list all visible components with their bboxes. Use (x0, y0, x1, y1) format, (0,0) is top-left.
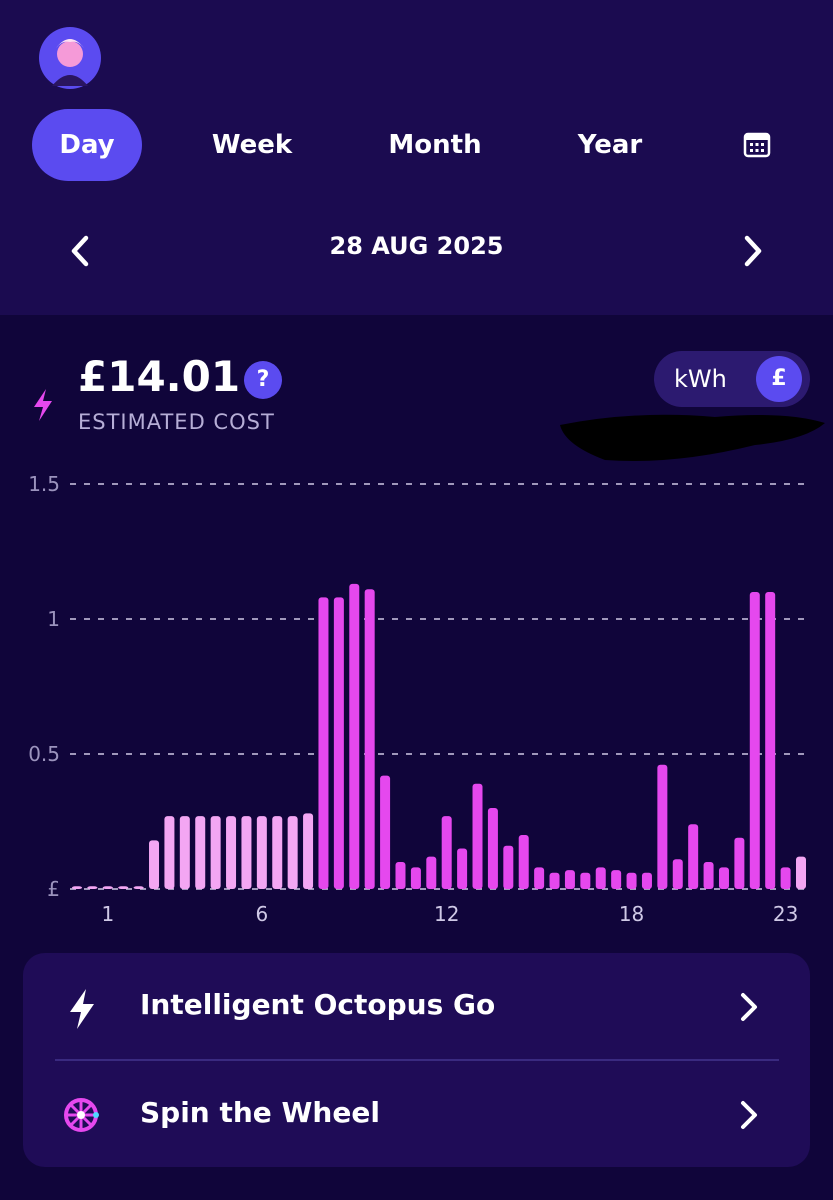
bar (518, 835, 529, 889)
bar (457, 848, 468, 889)
cost-label: ESTIMATED COST (78, 410, 275, 434)
bar (149, 840, 160, 889)
bar (487, 808, 498, 889)
bar (318, 597, 329, 889)
chevron[interactable] (735, 1099, 761, 1131)
bar (349, 583, 360, 889)
bar (796, 856, 806, 889)
bar (380, 775, 391, 889)
bar (410, 867, 421, 889)
toggle-option[interactable]: £ (756, 356, 802, 402)
bar (164, 816, 175, 889)
tab[interactable]: Day (32, 109, 142, 181)
link-label[interactable]: Spin the Wheel (140, 1096, 380, 1129)
bar (549, 872, 560, 889)
x-tick-label: 12 (434, 902, 459, 926)
bar (688, 824, 699, 889)
links-card: Intelligent Octopus Go Spin the Wheel (23, 953, 810, 1167)
x-tick-label: 18 (619, 902, 644, 926)
bar (657, 764, 668, 889)
y-tick-label: 1 (47, 607, 60, 631)
date: 28 AUG 2025 (329, 232, 504, 260)
chevron[interactable] (735, 991, 761, 1023)
bar (72, 886, 82, 889)
bar (564, 870, 575, 889)
y-tick-label: 1.5 (28, 472, 60, 496)
chart: £0.5 1 1.5 1 6 12 18 23 (28, 472, 808, 926)
calendar-icon[interactable] (743, 131, 771, 159)
bar (672, 859, 683, 889)
y-tick-label: £ (47, 877, 60, 901)
bolt-icon (34, 389, 52, 421)
bar (703, 862, 714, 889)
bar (195, 816, 206, 889)
bar (133, 886, 144, 889)
bar (780, 867, 791, 889)
unit-toggle[interactable]: kWh £ (654, 351, 810, 407)
toggle-option[interactable]: kWh (674, 365, 727, 393)
bar (534, 867, 545, 889)
bar (118, 886, 129, 889)
x-tick-label: 6 (255, 902, 268, 926)
bar (256, 816, 267, 889)
avatar[interactable] (38, 26, 102, 90)
redaction (560, 414, 825, 461)
bar (87, 886, 98, 889)
tab[interactable]: Year (577, 130, 643, 160)
help-button[interactable]: ? (244, 361, 282, 399)
bar (395, 862, 406, 889)
bar (272, 816, 283, 889)
bar (241, 816, 252, 889)
bar (641, 872, 652, 889)
bar (503, 845, 514, 889)
bar (765, 592, 776, 889)
bar (595, 867, 606, 889)
bar (441, 816, 452, 889)
tab[interactable]: Week (211, 130, 293, 160)
bar (426, 856, 437, 889)
wheel-icon (64, 1098, 99, 1132)
bar (102, 886, 113, 889)
bolt-icon (70, 989, 94, 1029)
next-arrow[interactable] (737, 234, 767, 268)
bar (179, 816, 190, 889)
bar (303, 813, 314, 889)
bar (734, 837, 745, 889)
bar (364, 589, 375, 889)
bar (580, 872, 591, 889)
y-tick-label: 0.5 (28, 742, 60, 766)
prev-arrow[interactable] (66, 234, 96, 268)
bar (333, 597, 344, 889)
tab[interactable]: Month (388, 130, 482, 160)
bar (749, 592, 760, 889)
divider (55, 1059, 779, 1061)
link-label[interactable]: Intelligent Octopus Go (140, 988, 496, 1021)
bar (210, 816, 221, 889)
cost-amount: £14.01 (78, 352, 241, 401)
x-tick-label: 1 (101, 902, 114, 926)
bar (626, 872, 637, 889)
bar (226, 816, 237, 889)
bar (611, 870, 622, 889)
bar (718, 867, 729, 889)
bar (472, 783, 483, 889)
x-tick-label: 23 (773, 902, 798, 926)
bar (287, 816, 298, 889)
